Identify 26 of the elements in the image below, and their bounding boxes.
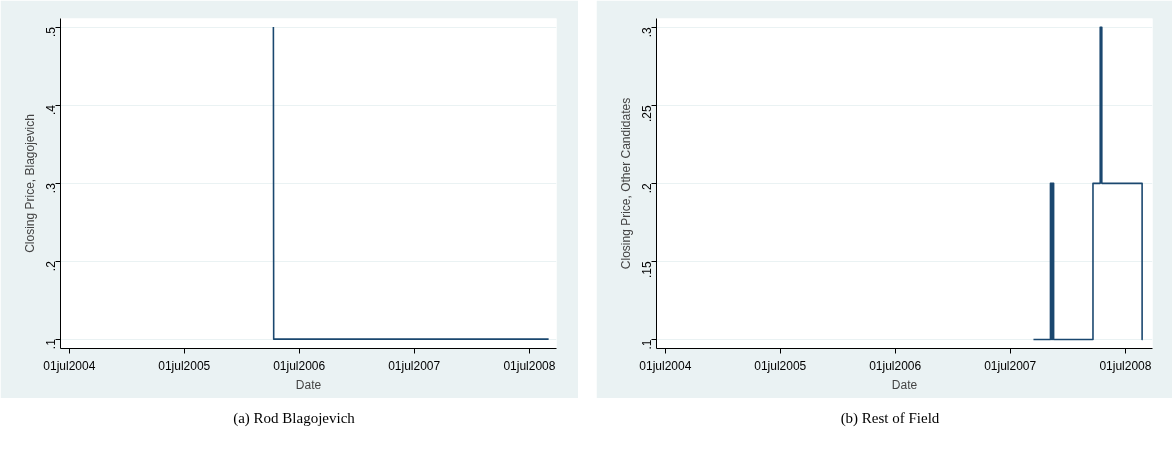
- y-tick-label: .5: [44, 26, 58, 38]
- x-tick-label: 01jul2007: [984, 358, 1037, 373]
- x-tick-label: 01jul2008: [503, 358, 556, 373]
- y-tick-label: .2: [640, 183, 654, 194]
- x-tick-label: 01jul2004: [639, 358, 692, 373]
- x-tick-label: 01jul2006: [869, 358, 922, 373]
- y-tick-label: .3: [640, 26, 654, 38]
- x-tick-label: 01jul2007: [388, 358, 441, 373]
- x-tick-label: 01jul2004: [43, 358, 96, 373]
- y-tick-label: .1: [44, 338, 58, 350]
- text: (a) Rod Blagojevich: [233, 409, 355, 428]
- x-tick-label: 01jul2005: [754, 358, 807, 373]
- y-tick-label: .4: [44, 104, 58, 116]
- x-tick-label: 01jul2008: [1099, 358, 1152, 373]
- x-tick-label: 01jul2005: [158, 358, 211, 373]
- y-tick-label: .3: [44, 182, 58, 194]
- x-axis-title: Date: [891, 377, 918, 392]
- y-tick-label: .25: [640, 104, 654, 122]
- x-axis-title: Date: [295, 377, 322, 392]
- x-tick-label: 01jul2006: [273, 358, 326, 373]
- y-axis-title: Closing Price, Blagojevich: [22, 114, 37, 253]
- text: (b) Rest of Field: [840, 409, 940, 428]
- y-tick-label: .2: [44, 260, 58, 272]
- y-tick-label: .15: [640, 261, 654, 279]
- y-axis-title: Closing Price, Other Candidates: [618, 97, 633, 270]
- y-tick-label: .1: [640, 339, 654, 350]
